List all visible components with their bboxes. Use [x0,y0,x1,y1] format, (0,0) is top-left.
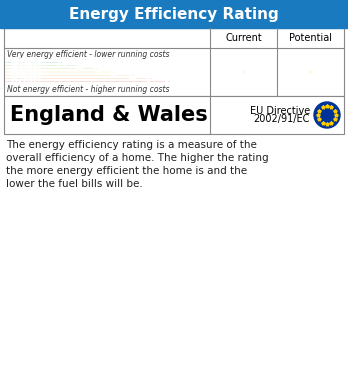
Text: E: E [128,68,138,82]
Text: EU Directive: EU Directive [250,106,310,116]
Bar [4,28,344,96]
Text: D: D [109,65,121,79]
Circle shape [314,102,340,128]
Text: England & Wales: England & Wales [10,105,208,125]
Text: the more energy efficient the home is and the: the more energy efficient the home is an… [6,166,247,176]
Text: (92-100): (92-100) [10,58,46,67]
Text: Current: Current [225,33,262,43]
Text: overall efficiency of a home. The higher the rating: overall efficiency of a home. The higher… [6,153,269,163]
Text: 55: 55 [300,65,321,79]
Text: Not energy efficient - higher running costs: Not energy efficient - higher running co… [7,85,169,94]
Text: The energy efficiency rating is a measure of the: The energy efficiency rating is a measur… [6,140,257,150]
Bar [0,0,348,28]
Bar [4,96,344,134]
Text: C: C [92,62,102,76]
Text: (39-54): (39-54) [10,71,41,80]
Text: lower the fuel bills will be.: lower the fuel bills will be. [6,179,143,189]
Text: (21-38): (21-38) [10,74,41,83]
Text: 2002/91/EC: 2002/91/EC [254,114,310,124]
Text: Energy Efficiency Rating: Energy Efficiency Rating [69,7,279,22]
Text: F: F [146,71,156,85]
Text: G: G [163,74,175,88]
Text: B: B [74,59,84,73]
Text: (1-20): (1-20) [10,77,36,86]
Text: Potential: Potential [289,33,332,43]
Text: (69-80): (69-80) [10,65,41,74]
Text: Very energy efficient - lower running costs: Very energy efficient - lower running co… [7,50,169,59]
Text: 55: 55 [233,65,254,79]
Text: (55-68): (55-68) [10,68,41,77]
Text: (81-91): (81-91) [10,61,41,70]
Text: A: A [56,56,66,70]
